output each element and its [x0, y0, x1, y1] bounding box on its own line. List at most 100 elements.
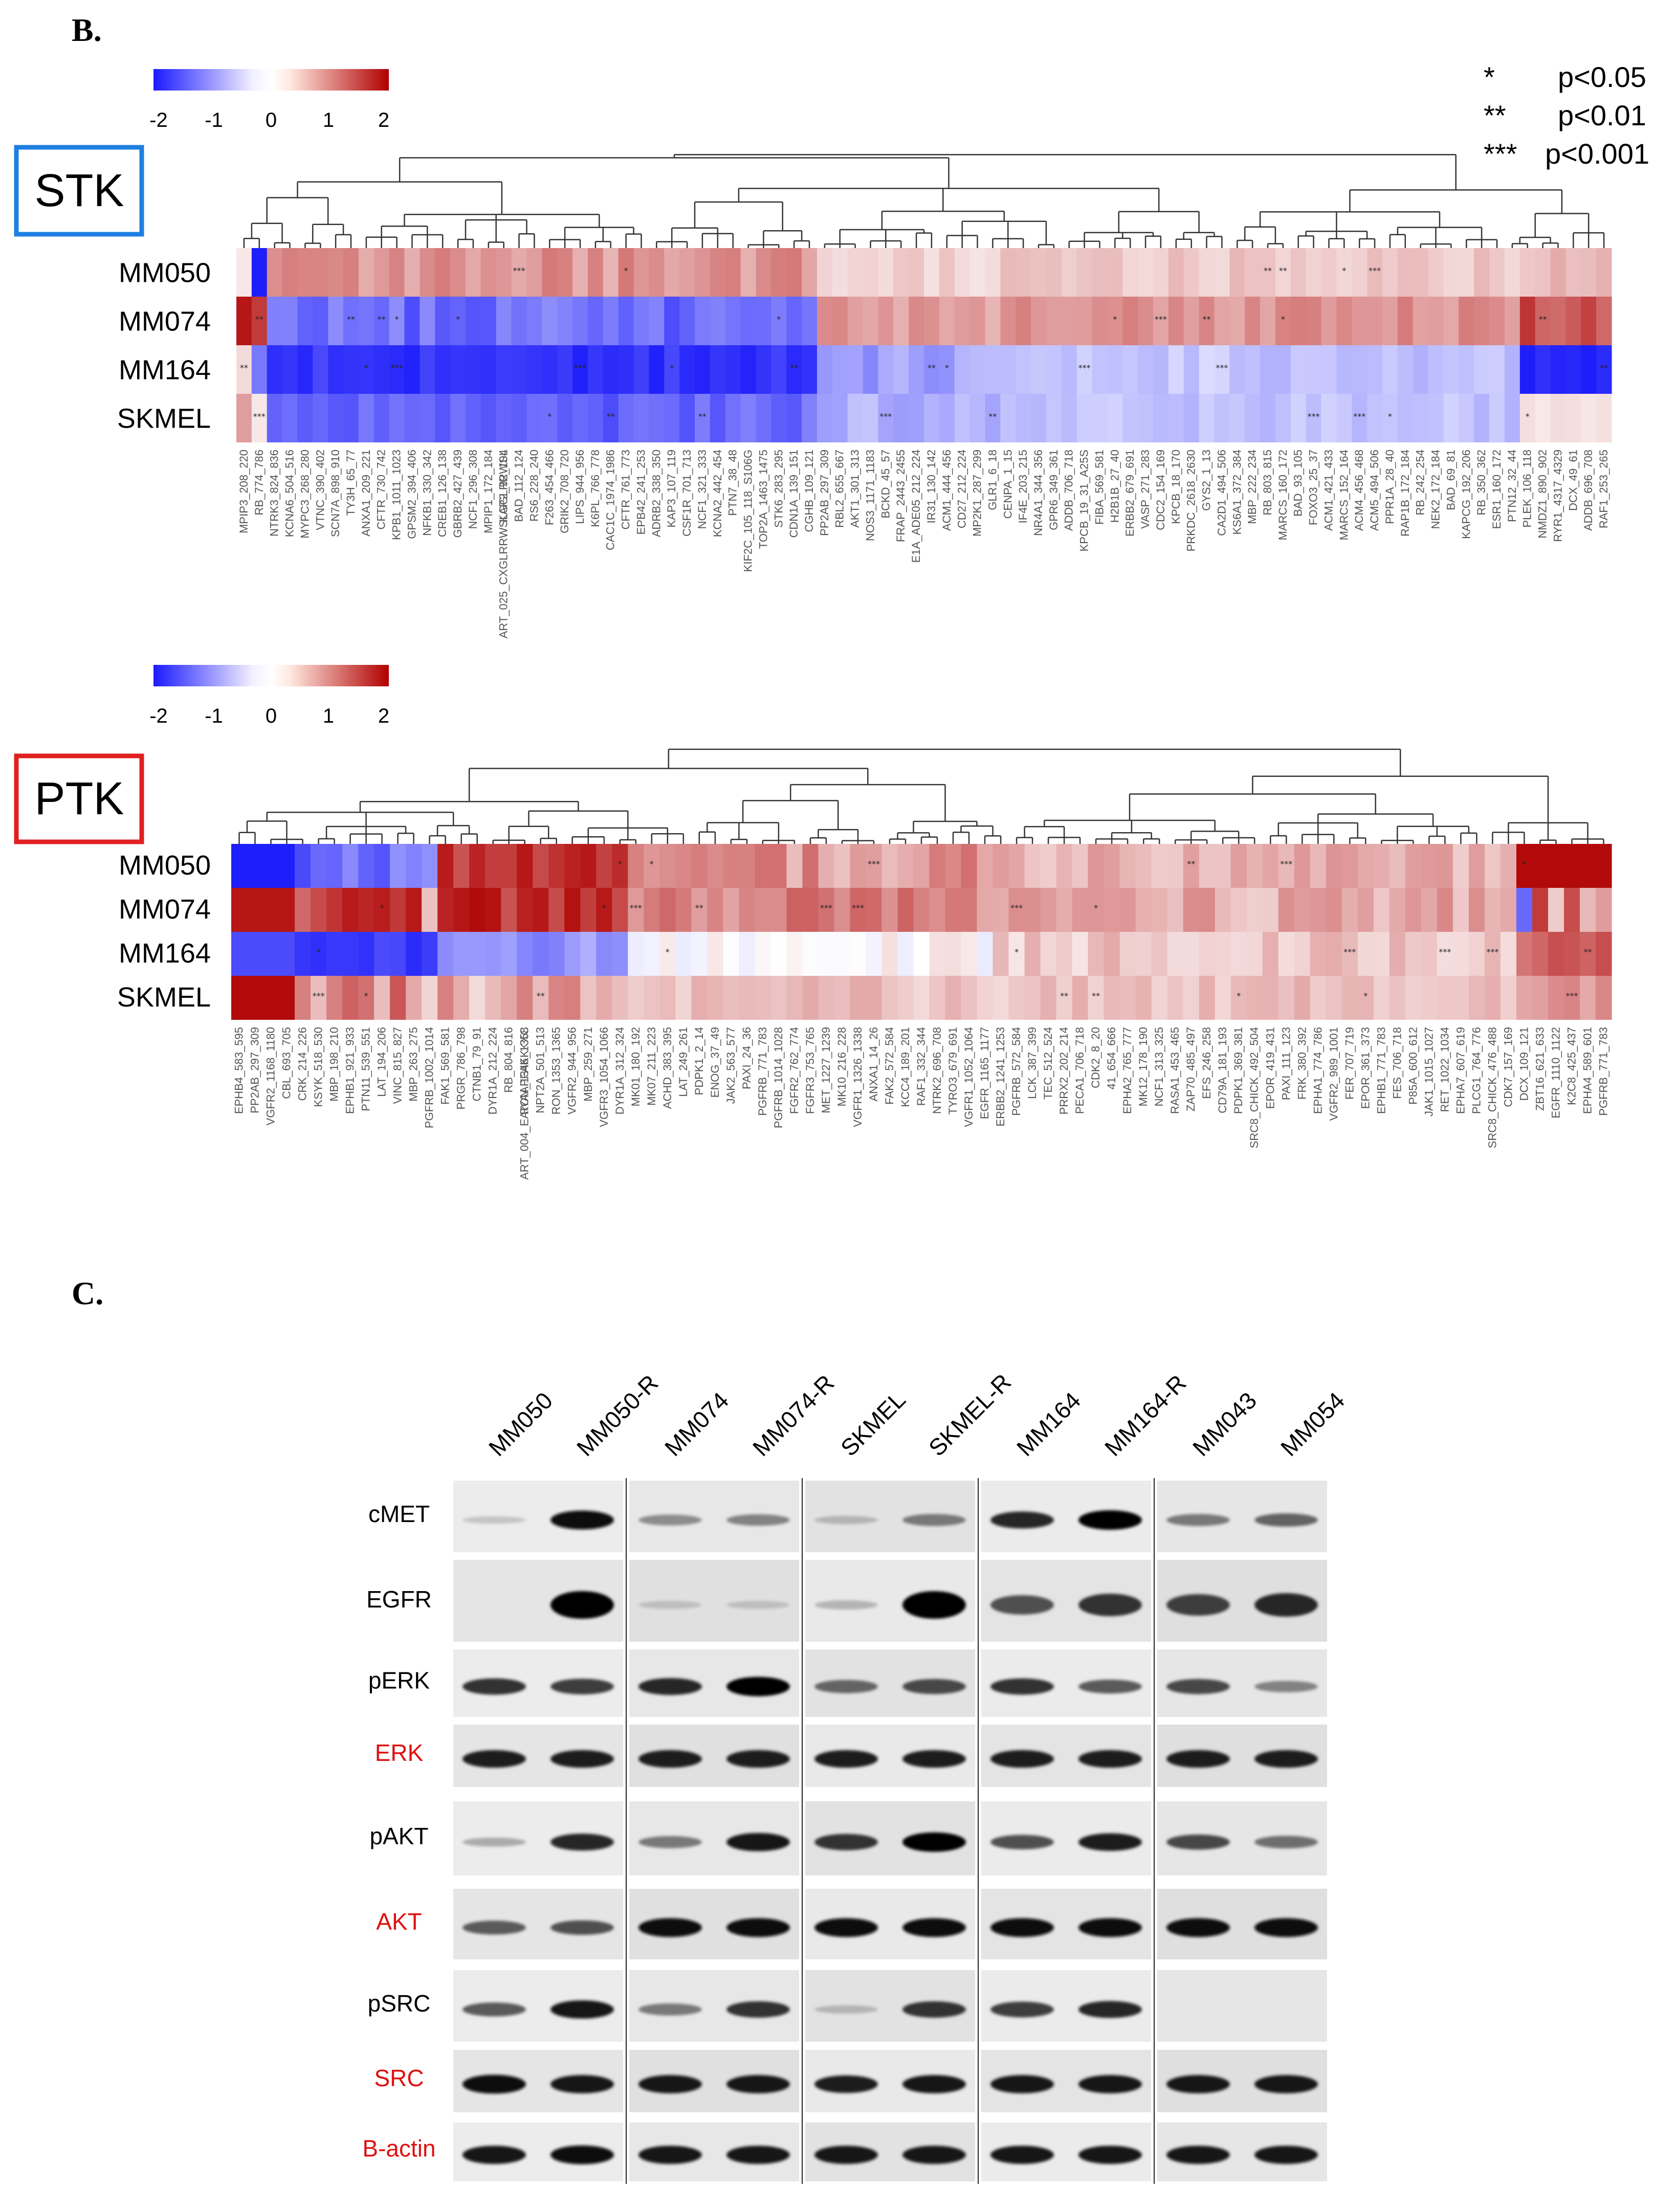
stk-heat-cell: [557, 297, 573, 345]
ptk-col-label: SRC8_CHICK_476_488: [1486, 1027, 1498, 1148]
stk-col-label: ADRB2_338_350: [650, 450, 663, 537]
blot-band: [462, 1837, 526, 1847]
ptk-heat-cell: [1452, 976, 1469, 1020]
ptk-heat-cell: [1246, 932, 1263, 976]
stk-heat-cell: [863, 248, 878, 297]
ptk-col-label: RASA1_453_465: [1168, 1027, 1181, 1114]
stk-heat-cell: [466, 345, 481, 394]
stk-col-label: CA2D1_494_506: [1215, 450, 1228, 536]
stk-col-label: BCKD_45_57: [879, 450, 892, 519]
stk-heat-cell: [1290, 248, 1307, 297]
ptk-sig-star: *: [1522, 859, 1526, 869]
stk-col-label: VTNC_390_402: [314, 450, 326, 530]
stk-heat-cell: [863, 345, 878, 394]
stk-heat-cell: [1581, 394, 1597, 442]
ptk-col-label: EFS_246_258: [1200, 1027, 1213, 1099]
blot-band: [726, 1514, 790, 1526]
ptk-heat-cell: [786, 976, 803, 1020]
stk-heat-cell: [1107, 297, 1123, 345]
ptk-heat-cell: [612, 888, 628, 932]
stk-heat-cell: [924, 345, 940, 394]
stk-col-label: FRAP_2443_2455: [894, 450, 907, 542]
stk-heat-cell: [1519, 297, 1536, 345]
stk-col-label: F263_454_466: [543, 450, 556, 525]
ptk-heat-cell: [834, 888, 851, 932]
ptk-colorbar-gradient: [153, 665, 389, 686]
ptk-heat-cell: [1548, 976, 1564, 1020]
ptk-heat-cell: [1563, 932, 1580, 976]
ptk-heat-cell: [881, 888, 898, 932]
stk-heat-cell: [878, 394, 894, 442]
blot-band: [814, 2146, 878, 2164]
ptk-heat-cell: [469, 932, 486, 976]
ptk-heat-cell: [548, 932, 565, 976]
blot-band: [726, 1918, 790, 1937]
ptk-col-label: RAF1_332_344: [915, 1027, 928, 1106]
stk-heat-cell: [526, 345, 542, 394]
ptk-col-label: DYR1A_212_224: [487, 1027, 499, 1114]
stk-heat-cell: [389, 345, 405, 394]
ptk-heat-cell: [548, 976, 565, 1020]
ptk-col-label: PGFRB_771_783: [1597, 1027, 1609, 1116]
ptk-heat-cell: [1310, 888, 1327, 932]
stk-heat-cell: [404, 248, 420, 297]
stk-heat-cell: [954, 394, 971, 442]
stk-heat-cell: [358, 248, 374, 297]
ptk-heat-cell: [929, 844, 946, 888]
ptk-col-label: PGFRB_572_584: [1010, 1027, 1023, 1116]
stk-heat-cell: [557, 345, 573, 394]
blot-band: [990, 1918, 1054, 1937]
ptk-heat-cell: [263, 888, 279, 932]
blot-lane-label: SKMEL: [835, 1386, 911, 1461]
ptk-row-label-mm074: MM074: [119, 894, 211, 925]
ptk-heat-cell: [1040, 844, 1057, 888]
ptk-heat-cell: [850, 844, 867, 888]
significance-legend: * p<0.05 ** p<0.01 *** p<0.001: [1484, 61, 1649, 170]
ptk-heat-cell: [1230, 932, 1247, 976]
ptk-heat-cell: [993, 888, 1009, 932]
stk-heat-cell: [1260, 297, 1276, 345]
ptk-cb-tick-4: 1: [323, 705, 334, 727]
ptk-heat-cell: [1500, 932, 1517, 976]
ptk-heat-cell: [263, 844, 279, 888]
blot-lane-label: MM050: [483, 1387, 558, 1461]
ptk-cb-tick-2: -1: [205, 705, 223, 727]
ptk-col-label: EPHB1_921_933: [344, 1027, 357, 1114]
stk-heat-cell: [649, 248, 665, 297]
ptk-heat-cell: [453, 976, 470, 1020]
stk-heat-cell: [420, 297, 435, 345]
ptk-heat-cell: [707, 976, 723, 1020]
stk-heat-cell: [771, 394, 787, 442]
blot-row-psrc: pSRC: [368, 1970, 1327, 2042]
stk-heat-cell: [1031, 345, 1047, 394]
ptk-heat-cell: [945, 932, 962, 976]
ptk-row-labels: MM050 MM074 MM164 SKMEL: [117, 850, 211, 1013]
stk-heat-cell: [313, 345, 328, 394]
stk-heat-cell: [1535, 345, 1551, 394]
blot-band: [638, 1514, 702, 1526]
stk-sig-star: ***: [879, 411, 892, 421]
stk-col-label: MARCS_160_172: [1276, 450, 1289, 540]
stk-heat-cell: [542, 248, 558, 297]
stk-heat-cell: [786, 394, 802, 442]
panel-c-label: C.: [72, 1275, 103, 1311]
blot-protein-label: pAKT: [369, 1823, 428, 1849]
blot-band: [1166, 2146, 1230, 2164]
ptk-heat-cell: [1199, 888, 1216, 932]
stk-heat-cell: [236, 248, 252, 297]
blot-band: [902, 1514, 966, 1526]
ptk-heat-cell: [850, 976, 867, 1020]
ptk-heat-cell: [929, 888, 946, 932]
stk-heat-cell: [236, 345, 252, 394]
ptk-heat-cell: [897, 888, 914, 932]
ptk-heat-cell: [1341, 932, 1358, 976]
ptk-heat-cell: [1167, 888, 1184, 932]
stk-heat-cell: [1443, 297, 1459, 345]
ptk-col-label: MBP_259_271: [582, 1027, 594, 1102]
stk-heat-cell: [1107, 248, 1123, 297]
ptk-heat-cell: [1167, 844, 1184, 888]
ptk-col-label: CTNB1_79_91: [471, 1027, 483, 1102]
stk-heat-cell: [1290, 297, 1307, 345]
stk-heat-cell: [1352, 248, 1368, 297]
sig-text-2: p<0.01: [1558, 99, 1646, 131]
